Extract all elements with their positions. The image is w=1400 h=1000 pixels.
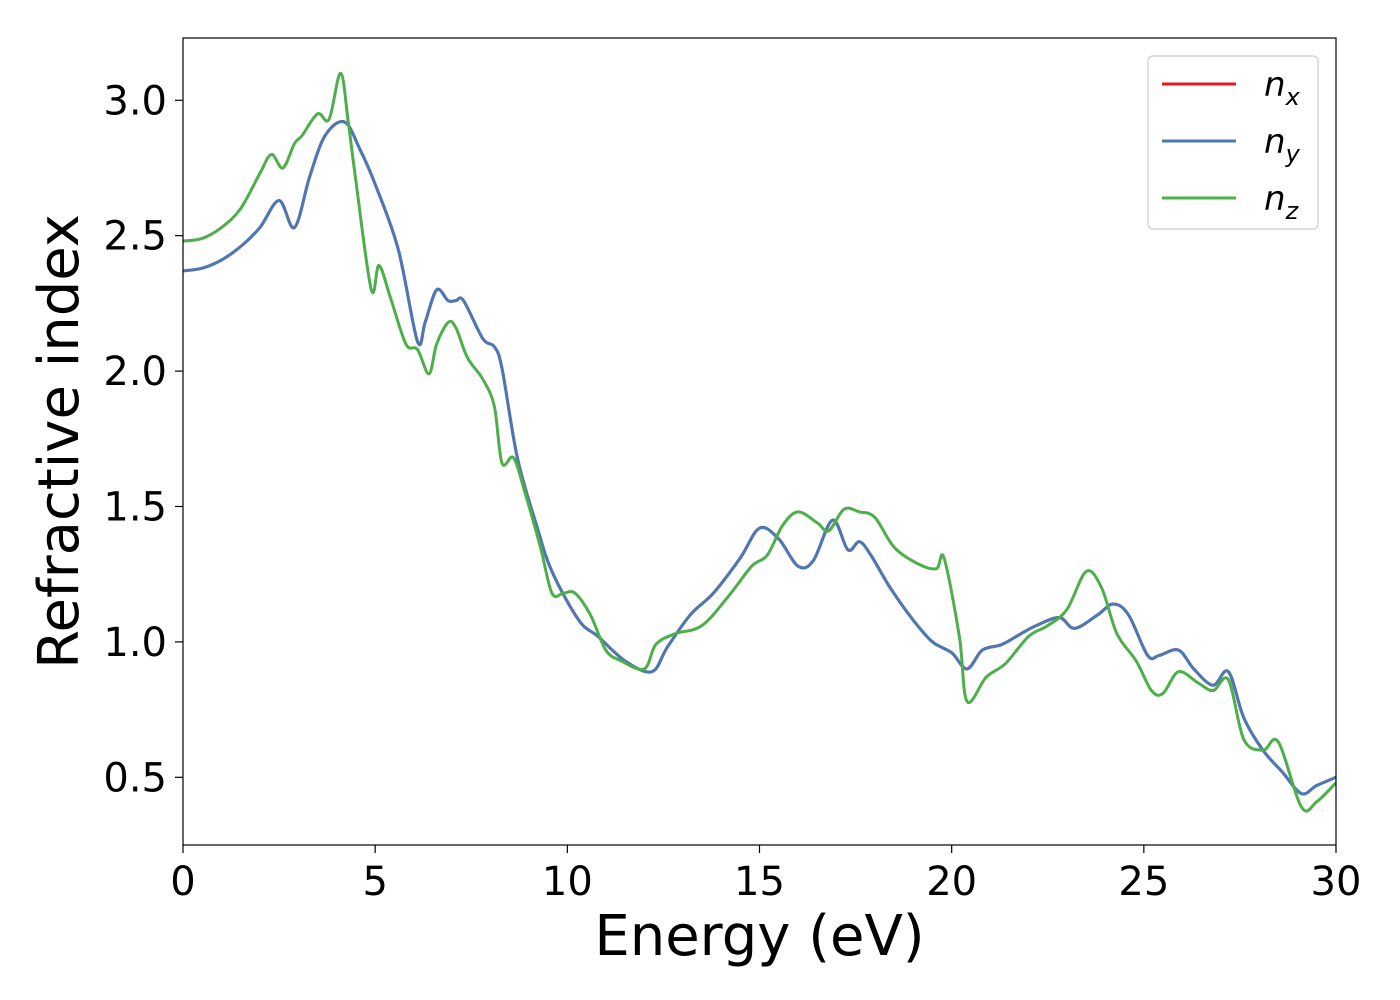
y-tick-label: 3.0 [103, 78, 167, 124]
x-tick-label: 0 [170, 859, 195, 905]
y-tick-label: 1.0 [103, 620, 167, 666]
legend-label-n-x: nx [1264, 65, 1301, 111]
y-axis: 0.5 1.0 1.5 2.0 2.5 3.0 [103, 78, 183, 801]
y-tick-label: 2.0 [103, 349, 167, 395]
x-tick-label: 10 [542, 859, 593, 905]
y-tick-label: 0.5 [103, 755, 167, 801]
x-tick-label: 15 [734, 859, 785, 905]
series-line-n-z [183, 71, 1336, 813]
y-tick-label: 1.5 [103, 484, 167, 530]
series-line-n-y [183, 120, 1336, 796]
legend-label-n-z: nz [1264, 179, 1300, 225]
legend-label-n-y: ny [1264, 122, 1301, 168]
x-tick-label: 5 [362, 859, 387, 905]
legend: nx ny nz [1147, 55, 1319, 230]
x-axis: 0 5 10 15 20 25 30 [170, 845, 1361, 905]
x-tick-label: 25 [1118, 859, 1169, 905]
x-tick-label: 30 [1311, 859, 1362, 905]
x-tick-label: 20 [926, 859, 977, 905]
series-layer [183, 71, 1336, 813]
y-axis-title: Refractive index [27, 214, 92, 669]
y-tick-label: 2.5 [103, 214, 167, 260]
x-axis-title: Energy (eV) [594, 904, 924, 969]
